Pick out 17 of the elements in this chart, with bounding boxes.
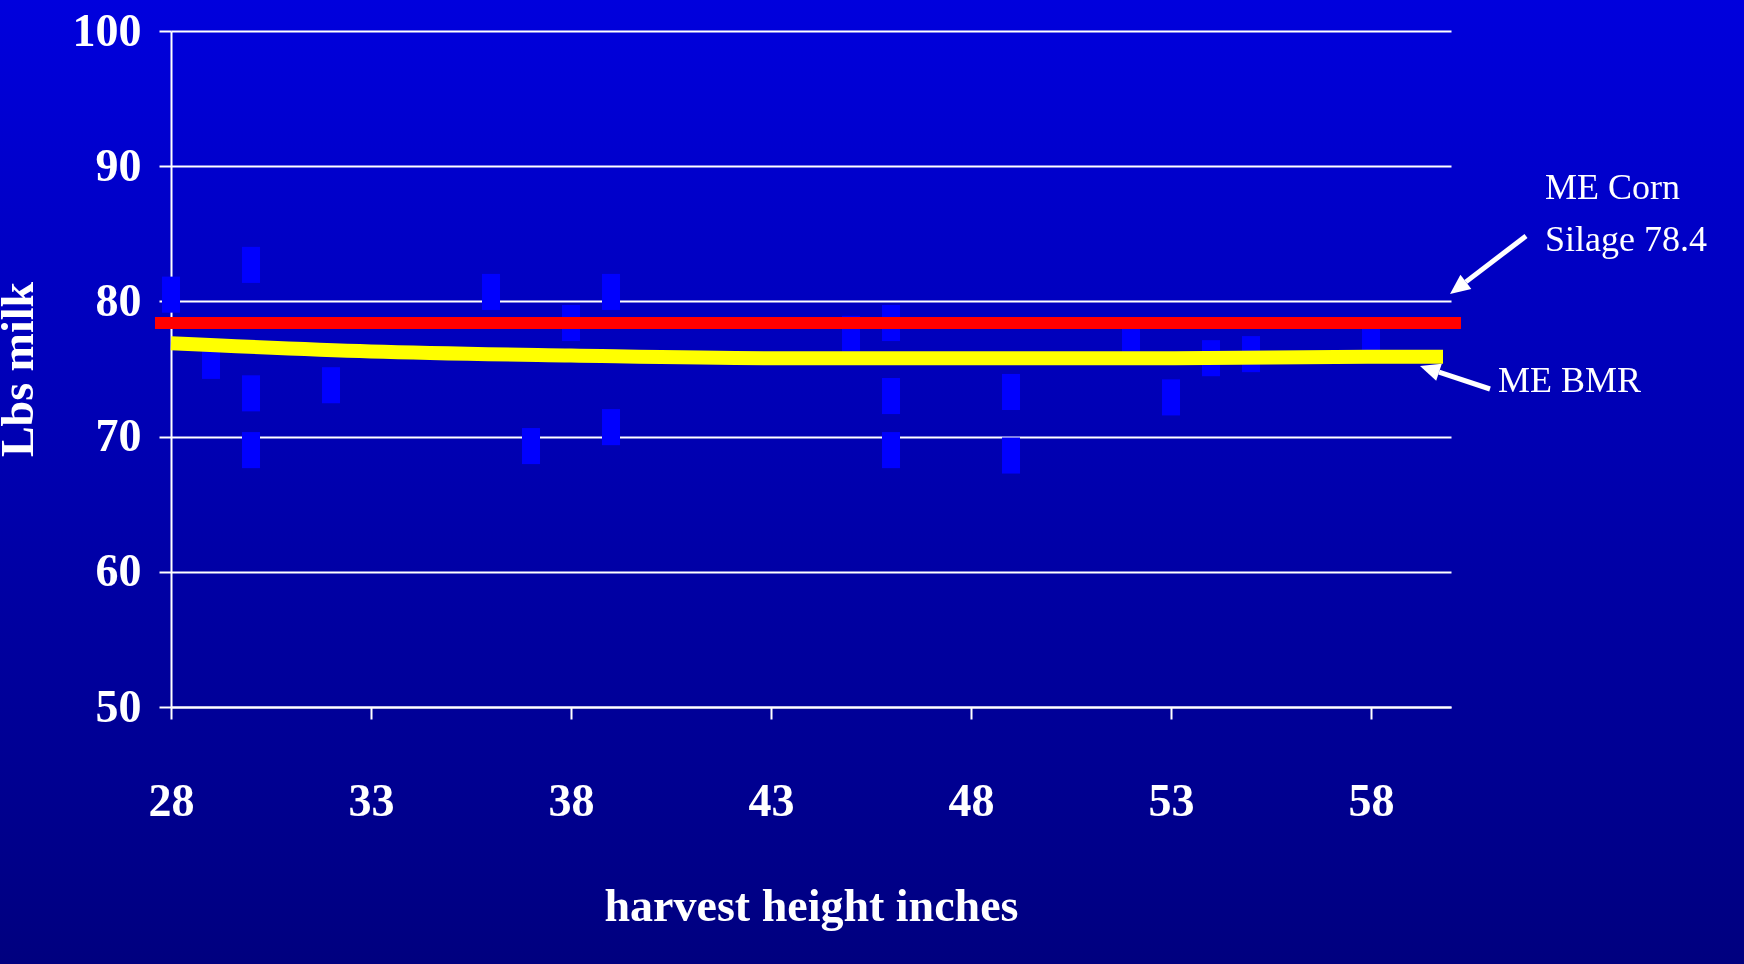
x-tick-label: 33 xyxy=(348,774,395,826)
x-tick-label: 48 xyxy=(948,774,995,826)
x-tick-label: 38 xyxy=(548,774,595,826)
x-tick-label: 43 xyxy=(748,774,795,826)
x-axis-title: harvest height inches xyxy=(604,879,1019,931)
ref-line-label: ME Corn Silage 78.4 xyxy=(1545,167,1707,259)
series-label: ME BMR xyxy=(1498,360,1642,400)
y-tick-label: 70 xyxy=(95,410,142,462)
x-tick-label: 28 xyxy=(148,774,195,826)
x-tick-label: 53 xyxy=(1148,774,1195,826)
y-tick-label: 100 xyxy=(72,4,142,56)
x-tick-label: 58 xyxy=(1348,774,1395,826)
y-tick-label: 90 xyxy=(95,139,142,191)
y-tick-label: 80 xyxy=(95,274,142,326)
y-tick-label: 50 xyxy=(95,680,142,732)
y-tick-label: 60 xyxy=(95,545,142,597)
y-axis-title: Lbs milk xyxy=(0,281,43,458)
